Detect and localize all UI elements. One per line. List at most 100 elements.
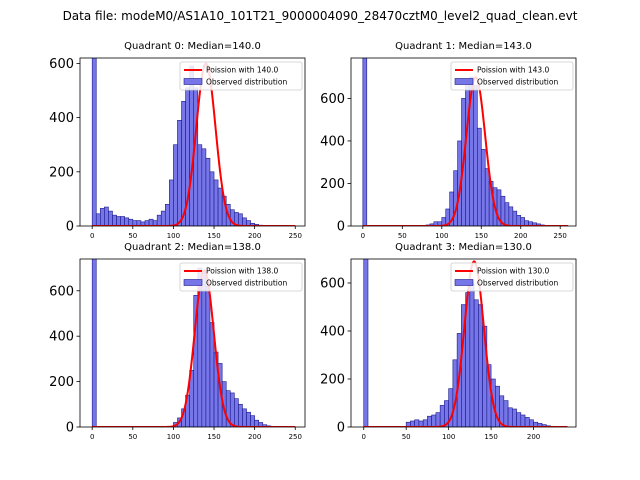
histogram-bar [197, 144, 203, 226]
histogram-bar [512, 210, 518, 226]
histogram-bar [128, 218, 134, 226]
y-tick-label: 600 [320, 277, 345, 292]
histogram-bar [473, 85, 478, 226]
histogram-bar [201, 270, 207, 427]
histogram-bar [516, 215, 522, 226]
histogram-bar [108, 210, 113, 226]
legend-poisson-label: Poission with 130.0 [477, 267, 550, 276]
y-tick-label: 600 [49, 284, 74, 299]
histogram-bar [100, 208, 105, 226]
x-tick-label: 100 [167, 433, 180, 441]
legend: Poission with 140.0 Observed distribution [179, 61, 303, 91]
y-tick-label: 0 [66, 421, 74, 436]
axes-frame [350, 258, 577, 428]
x-tick-label: 150 [207, 433, 220, 441]
y-tick-label: 400 [49, 111, 74, 126]
quadrant-2-chart: 0 50 100 150 200 250 0 200 400 600 Quadrant 2: Med… [49, 242, 306, 441]
histogram-bar [503, 400, 509, 427]
histogram-bar [524, 417, 530, 427]
histogram-bar [512, 408, 517, 427]
y-tick-label: 400 [49, 330, 74, 345]
histogram-bar [465, 81, 470, 226]
histogram-bar [469, 282, 475, 427]
histogram-bar [414, 419, 420, 427]
legend-poisson-label: Poission with 140.0 [206, 66, 279, 75]
histogram-bar [435, 412, 441, 427]
x-tick-label: 50 [128, 232, 137, 240]
histogram-bar [173, 144, 178, 226]
quadrant-0-chart: 0 50 100 150 200 250 0 200 400 600 Quadrant 0: Med… [49, 41, 306, 240]
y-tick-label: 600 [49, 57, 74, 72]
axes-frame [79, 258, 306, 428]
legend-poisson-label: Poission with 143.0 [477, 66, 550, 75]
legend-observed-label: Observed distribution [477, 78, 558, 87]
histogram-bar [439, 405, 445, 427]
legend-box [179, 61, 303, 91]
poisson-curve-line [92, 62, 296, 226]
histogram-bar [238, 213, 243, 226]
histogram-bar [250, 415, 255, 427]
quadrant-3-chart: 0 50 100 150 200 0 200 400 600 Quadrant 3: Median… [320, 242, 577, 441]
histogram-bar [234, 398, 239, 427]
poisson-curve-line [362, 75, 569, 226]
x-tick-label: 250 [289, 433, 302, 441]
histogram-bar [124, 217, 130, 226]
x-tick-label: 0 [361, 232, 365, 240]
y-tick-label: 0 [66, 220, 74, 235]
legend-poisson-label: Poission with 138.0 [206, 267, 279, 276]
x-tick-label: 150 [475, 232, 488, 240]
histogram-bar [484, 168, 490, 226]
histogram-bar [169, 179, 174, 226]
histogram-bar [104, 206, 109, 226]
x-tick-label: 200 [527, 433, 540, 441]
histogram-bar [431, 414, 437, 427]
quadrant-title: Quadrant 0: Median=140.0 [124, 41, 261, 52]
histogram-bar [120, 216, 125, 226]
legend-observed-swatch [183, 279, 203, 286]
histogram-bar [205, 157, 211, 226]
x-tick-label: 200 [514, 232, 527, 240]
x-tick-label: 100 [442, 433, 455, 441]
legend: Poission with 143.0 Observed distribution [450, 61, 574, 91]
x-tick-label: 0 [90, 433, 94, 441]
y-tick-label: 200 [49, 165, 74, 180]
y-tick-label: 200 [49, 375, 74, 390]
y-tick-label: 600 [320, 92, 345, 107]
histogram-bar [516, 412, 522, 427]
histogram-bar [160, 210, 166, 226]
legend-observed-label: Observed distribution [477, 279, 558, 288]
legend: Poission with 130.0 Observed distribution [450, 262, 574, 292]
y-tick-label: 400 [320, 134, 345, 149]
histogram-bar [242, 408, 247, 427]
histogram-bar [116, 216, 121, 226]
histogram-bars [363, 259, 564, 427]
histogram-bar [112, 214, 117, 226]
legend-observed-swatch [183, 78, 203, 85]
x-tick-label: 50 [128, 433, 137, 441]
histogram-bar [217, 187, 223, 226]
histogram-bar [520, 414, 526, 427]
y-tick-label: 0 [337, 421, 345, 436]
histogram-bar [205, 285, 211, 427]
histogram-bar [480, 149, 486, 226]
histogram-bar [95, 213, 101, 226]
quadrant-title: Quadrant 2: Median=138.0 [124, 242, 261, 253]
x-tick-label: 150 [207, 232, 220, 240]
histogram-bar [254, 419, 260, 427]
histogram-bar [427, 415, 432, 427]
legend-observed-swatch [454, 78, 474, 85]
histogram-bar [473, 299, 479, 427]
legend-observed-swatch [454, 279, 474, 286]
histogram-bar [213, 179, 219, 226]
panels: 0 50 100 150 200 250 0 200 400 600 Quadrant 0: Med… [49, 41, 577, 441]
histogram-bar [507, 407, 513, 427]
y-tick-label: 0 [337, 220, 345, 235]
x-tick-label: 250 [289, 232, 302, 240]
x-tick-label: 0 [362, 433, 366, 441]
legend-box [179, 262, 303, 292]
histogram-bar [164, 204, 170, 226]
x-tick-label: 100 [167, 232, 180, 240]
histogram-bars [91, 259, 284, 427]
histogram-bar [453, 170, 458, 226]
quadrant-title: Quadrant 3: Median=130.0 [395, 242, 532, 253]
